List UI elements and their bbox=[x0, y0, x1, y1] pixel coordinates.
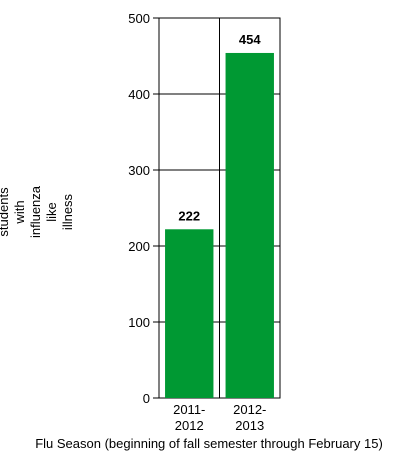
y-tick-label: 100 bbox=[128, 315, 150, 330]
plot-frame bbox=[158, 17, 281, 399]
y-tick-label: 0 bbox=[143, 391, 150, 406]
value-label: 222 bbox=[178, 208, 200, 223]
y-tick-label: 500 bbox=[128, 11, 150, 26]
bar bbox=[165, 229, 214, 398]
x-tick-label: 2011-2012 bbox=[173, 402, 205, 433]
y-tick-label: 200 bbox=[128, 239, 150, 254]
value-label: 454 bbox=[239, 32, 261, 47]
bar bbox=[225, 52, 274, 399]
x-axis-label: Flu Season (beginning of fall semester t… bbox=[35, 436, 383, 451]
y-tick-label: 300 bbox=[128, 163, 150, 178]
x-tick-label: 2012-2013 bbox=[233, 402, 266, 433]
y-tick-label: 400 bbox=[128, 87, 150, 102]
y-axis-label: Numberofstudentswithinfluenzalikeillness bbox=[0, 185, 75, 238]
